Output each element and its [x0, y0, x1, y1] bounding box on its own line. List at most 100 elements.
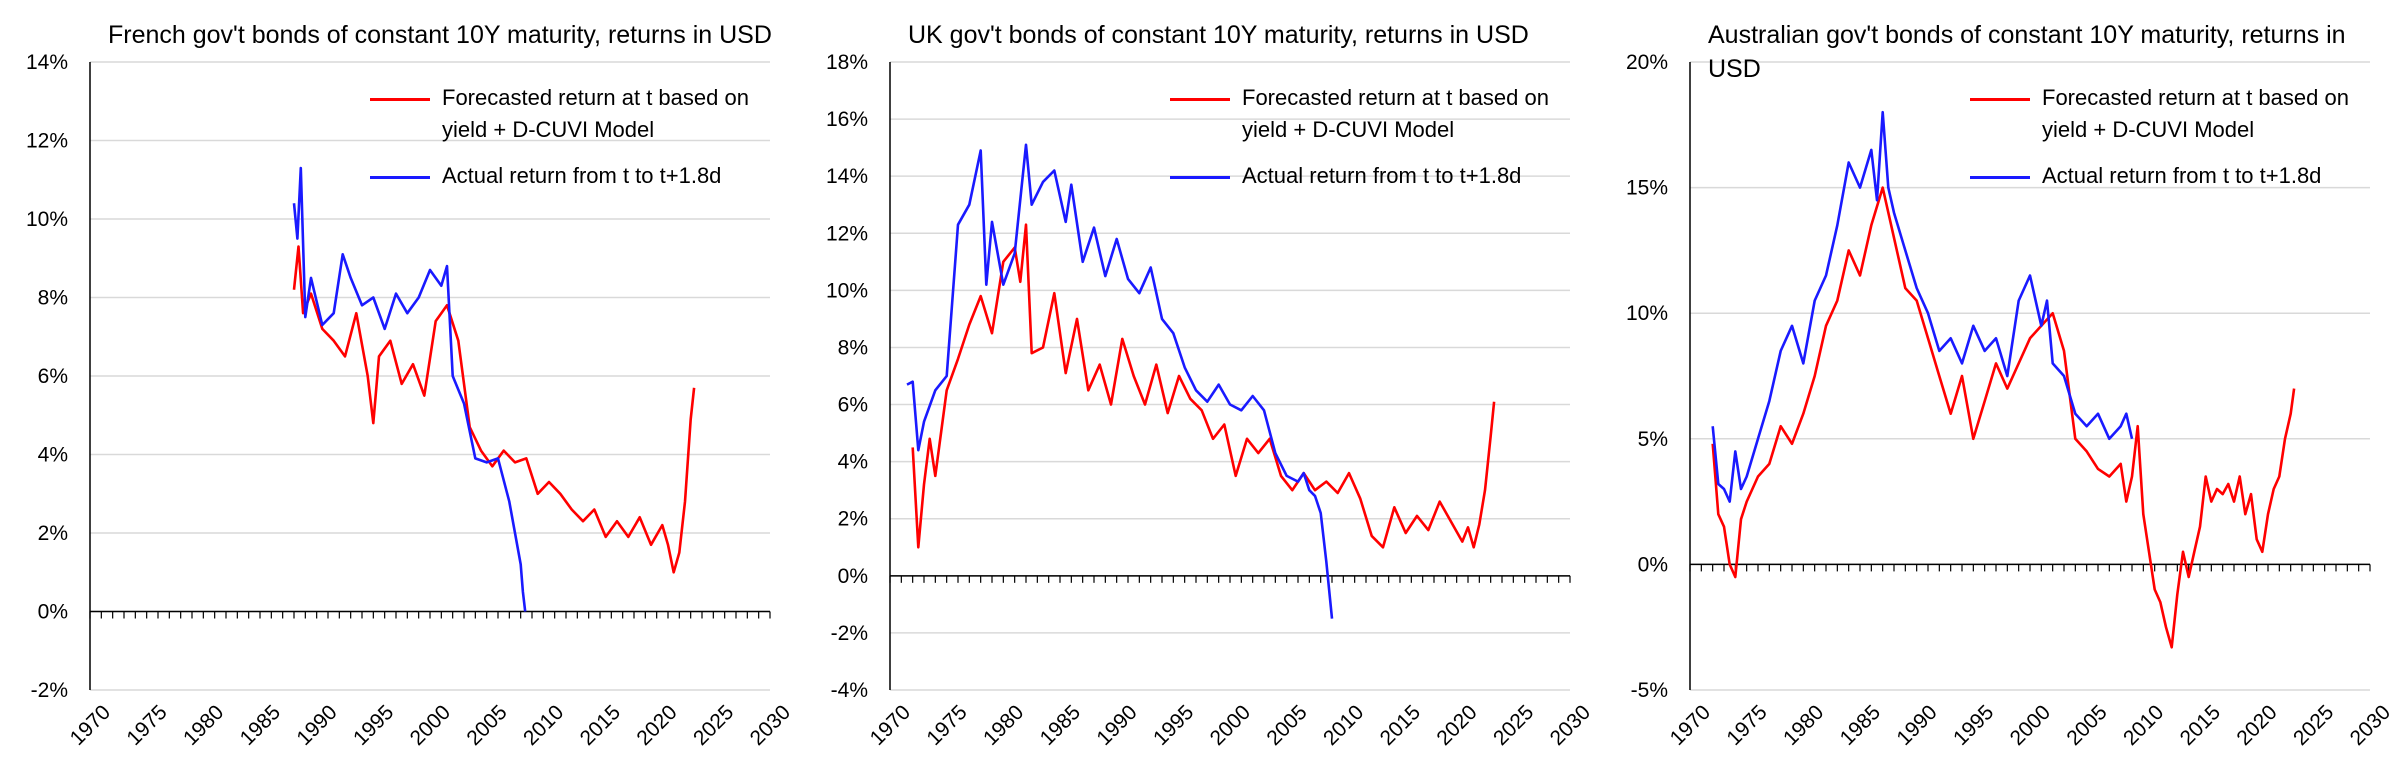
- x-tick-label: 1995: [1949, 701, 1998, 750]
- x-tick-label: 1980: [1779, 701, 1828, 750]
- x-tick-label: 2025: [1489, 701, 1538, 750]
- x-tick-label: 2005: [2062, 701, 2111, 750]
- chart-panel-australia: -5% 0% 5% 10% 15% 20% 1970 1975 1980 1985 1990 1995…: [1600, 0, 2400, 773]
- legend-label-actual: Actual return from t to t+1.8d: [1242, 163, 1522, 188]
- x-tick-label: 2020: [1432, 701, 1481, 750]
- x-tick-label: 1975: [922, 701, 971, 750]
- legend-swatch-forecast: [370, 98, 430, 101]
- y-tick-label: -5%: [1631, 679, 1668, 702]
- chart-panel-france: -2% 0% 2% 4% 6% 8% 10% 12% 14% 1970 1975 1980 1985 19…: [0, 0, 800, 773]
- y-tick-label: 15%: [1626, 177, 1668, 200]
- y-tick-label: -2%: [831, 622, 868, 645]
- y-tick-label: 20%: [1626, 51, 1668, 74]
- series-line-forecast: [292, 245, 696, 574]
- x-tick-label: 2005: [462, 701, 511, 750]
- y-tick-label: 6%: [38, 365, 68, 388]
- legend-item-forecast: Forecasted return at t based on yield + …: [1170, 82, 1590, 146]
- x-tick-label: 2020: [2232, 701, 2281, 750]
- x-tick-label: 1995: [1149, 701, 1198, 750]
- legend-swatch-actual: [370, 176, 430, 179]
- y-tick-label: 6%: [838, 394, 868, 417]
- series-line-actual: [906, 143, 1334, 619]
- x-tick-label: 1970: [1666, 701, 1715, 750]
- x-tick-label: 2010: [519, 701, 568, 750]
- y-tick-label: 8%: [838, 336, 868, 359]
- series-line-actual: [1711, 110, 2134, 503]
- x-tick-label: 1990: [1892, 701, 1941, 750]
- y-tick-label: 4%: [38, 444, 68, 467]
- x-tick-label: 1980: [179, 701, 228, 750]
- y-tick-label: 14%: [26, 51, 68, 74]
- y-tick-label: -4%: [831, 679, 868, 702]
- x-tick-label: 1975: [122, 701, 171, 750]
- chart-svg-france: -2%0%2%4%6%8%10%12%14%1970 1975 1980 1985 19…: [26, 51, 795, 750]
- chart-title: Australian gov't bonds of constant 10Y m…: [1708, 21, 2346, 83]
- x-tick-label: 2010: [2119, 701, 2168, 750]
- x-tick-label: 1970: [866, 701, 915, 750]
- x-tick-label: 2010: [1319, 701, 1368, 750]
- y-tick-label: -2%: [31, 679, 68, 702]
- legend-swatch-actual: [1170, 176, 1230, 179]
- x-tick-label: 2025: [689, 701, 738, 750]
- legend-label-actual: Actual return from t to t+1.8d: [2042, 163, 2322, 188]
- x-tick-label: 1985: [1036, 701, 1085, 750]
- series-line-forecast: [911, 223, 1496, 549]
- series-line-actual: [292, 166, 527, 612]
- y-tick-label: 18%: [826, 51, 868, 74]
- legend-label-actual: Actual return from t to t+1.8d: [442, 163, 722, 188]
- chart-svg-australia: -5% 0% 5% 10% 15% 20% 1970 1975 1980 1985 1990 1995…: [1626, 51, 2395, 750]
- chart-svg-uk: -4%-2%0%2%4%6%8%10%12%14%16%18%1970 1975 1…: [826, 51, 1595, 750]
- legend: Forecasted return at t based on yield + …: [1170, 82, 1590, 206]
- x-tick-label: 2000: [406, 701, 455, 750]
- legend-swatch-actual: [1970, 176, 2030, 179]
- x-tick-label: 2030: [746, 701, 795, 750]
- x-tick-label: 1990: [1092, 701, 1141, 750]
- legend-label-forecast: Forecasted return at t based on yield + …: [2042, 85, 2349, 142]
- legend-label-forecast: Forecasted return at t based on yield + …: [442, 85, 749, 142]
- y-tick-label: 0%: [38, 601, 68, 624]
- x-tick-label: 1985: [1836, 701, 1885, 750]
- y-tick-label: 2%: [38, 522, 68, 545]
- x-tick-label: 2005: [1262, 701, 1311, 750]
- x-tick-label: 1975: [1722, 701, 1771, 750]
- legend-item-actual: Actual return from t to t+1.8d: [370, 160, 790, 192]
- chart-panel-uk: -4% -2% 0% 2% 4% 6% 8% 10% 12% 14% 16% 18% 1970 1975 1…: [800, 0, 1600, 773]
- legend-swatch-forecast: [1970, 98, 2030, 101]
- legend-label-forecast: Forecasted return at t based on yield + …: [1242, 85, 1549, 142]
- x-tick-label: 2020: [632, 701, 681, 750]
- legend-item-forecast: Forecasted return at t based on yield + …: [370, 82, 790, 146]
- legend-item-forecast: Forecasted return at t based on yield + …: [1970, 82, 2390, 146]
- y-tick-label: 2%: [838, 508, 868, 531]
- series-line-forecast: [1711, 186, 2296, 649]
- x-tick-label: 2015: [1376, 701, 1425, 750]
- legend: Forecasted return at t based on yield + …: [1970, 82, 2390, 206]
- y-tick-label: 4%: [838, 451, 868, 474]
- chart-title: French gov't bonds of constant 10Y matur…: [108, 21, 772, 49]
- y-tick-label: 14%: [826, 165, 868, 188]
- x-tick-label: 2030: [2346, 701, 2395, 750]
- x-tick-label: 2025: [2289, 701, 2338, 750]
- y-tick-label: 12%: [826, 222, 868, 245]
- legend-item-actual: Actual return from t to t+1.8d: [1970, 160, 2390, 192]
- x-tick-label: 1980: [979, 701, 1028, 750]
- x-tick-label: 1995: [349, 701, 398, 750]
- y-tick-label: 0%: [1638, 553, 1668, 576]
- x-tick-label: 1990: [292, 701, 341, 750]
- y-tick-label: 10%: [26, 208, 68, 231]
- y-tick-label: 5%: [1638, 428, 1668, 451]
- chart-title: UK gov't bonds of constant 10Y maturity,…: [908, 21, 1529, 49]
- y-tick-label: 8%: [38, 287, 68, 310]
- y-tick-label: 16%: [826, 108, 868, 131]
- y-tick-label: 0%: [838, 565, 868, 588]
- legend-item-actual: Actual return from t to t+1.8d: [1170, 160, 1590, 192]
- y-tick-label: 10%: [826, 279, 868, 302]
- x-tick-label: 2015: [576, 701, 625, 750]
- x-tick-label: 1970: [66, 701, 115, 750]
- x-tick-label: 2000: [1206, 701, 1255, 750]
- y-tick-label: 12%: [26, 130, 68, 153]
- x-tick-label: 2030: [1546, 701, 1595, 750]
- x-tick-label: 2015: [2176, 701, 2225, 750]
- x-tick-label: 2000: [2006, 701, 2055, 750]
- legend: Forecasted return at t based on yield + …: [370, 82, 790, 206]
- legend-swatch-forecast: [1170, 98, 1230, 101]
